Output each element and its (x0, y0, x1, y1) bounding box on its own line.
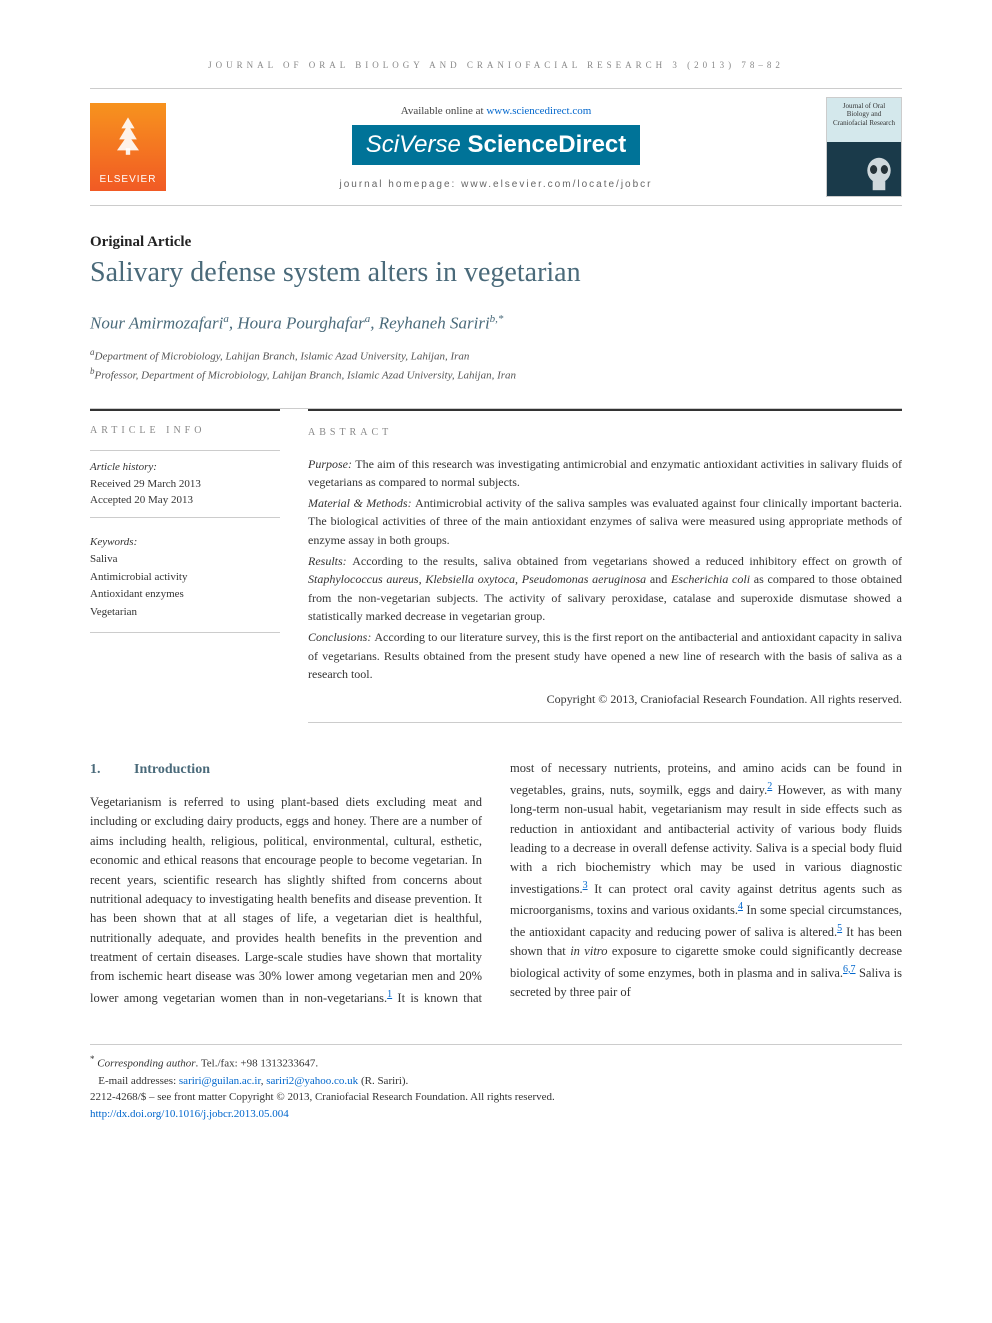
results-label: Results: (308, 554, 352, 568)
cover-title-1: Journal of Oral Biology and (831, 102, 897, 119)
issn-copyright: 2212-4268/$ – see front matter Copyright… (90, 1089, 902, 1106)
corr-label: Corresponding author (97, 1058, 195, 1070)
p1b: women than in non-vegetarians. (220, 991, 387, 1005)
author-2-mark: a (365, 313, 371, 325)
keywords-label: Keywords: (90, 534, 280, 552)
sciencedirect-logo: SciVerse ScienceDirect (178, 123, 814, 173)
methods-label: Material & Methods: (308, 496, 415, 510)
email-1[interactable]: sariri@guilan.ac.ir (179, 1075, 261, 1087)
doi-link[interactable]: http://dx.doi.org/10.1016/j.jobcr.2013.0… (90, 1108, 289, 1120)
available-online: Available online at www.sciencedirect.co… (178, 105, 814, 117)
intro-paragraph: Vegetarianism is referred to using plant… (90, 759, 902, 1008)
info-abstract-row: ARTICLE INFO Article history: Received 2… (90, 408, 902, 723)
sd-prefix: SciVerse (366, 131, 468, 158)
results-mid: and (646, 572, 671, 586)
author-1: Nour Amirmozafari (90, 314, 223, 333)
author-list: Nour Amirmozafaria, Houra Pourghafara, R… (90, 313, 902, 334)
keyword-3: Antioxidant enzymes (90, 588, 184, 600)
section-1-title: Introduction (134, 762, 210, 777)
keyword-2: Antimicrobial activity (90, 571, 187, 583)
email-2[interactable]: sariri2@yahoo.co.uk (266, 1075, 358, 1087)
publisher-name: ELSEVIER (100, 174, 157, 185)
email-line: E-mail addresses: sariri@guilan.ac.ir, s… (90, 1073, 902, 1090)
purpose-text: The aim of this research was investigati… (308, 457, 902, 490)
author-1-mark: a (223, 313, 229, 325)
masthead-center: Available online at www.sciencedirect.co… (178, 105, 814, 190)
species-ecoli: Escherichia coli (671, 572, 750, 586)
abstract: ABSTRACT Purpose: The aim of this resear… (308, 409, 902, 723)
keyword-4: Vegetarian (90, 606, 137, 618)
skull-icon (861, 156, 897, 192)
homepage-prefix: journal homepage: (339, 179, 461, 190)
affiliations: aDepartment of Microbiology, Lahijan Bra… (90, 346, 902, 384)
journal-homepage: journal homepage: www.elsevier.com/locat… (178, 179, 814, 190)
author-3-corr: * (498, 313, 504, 325)
article-body: 1.Introduction Vegetarianism is referred… (90, 759, 902, 1008)
conclusions-label: Conclusions: (308, 630, 374, 644)
corresponding-author: * Corresponding author. Tel./fax: +98 13… (90, 1053, 902, 1072)
sciencedirect-link[interactable]: www.sciencedirect.com (486, 105, 591, 117)
keyword-1: Saliva (90, 553, 118, 565)
invitro: in vitro (570, 944, 607, 958)
elsevier-tree-icon (106, 113, 150, 157)
email-label: E-mail addresses: (98, 1075, 179, 1087)
purpose-label: Purpose: (308, 457, 355, 471)
keywords-block: Keywords: Saliva Antimicrobial activity … (90, 534, 280, 633)
abstract-label: ABSTRACT (308, 425, 902, 441)
email-tail: (R. Sariri). (358, 1075, 408, 1087)
section-1-number: 1. (90, 759, 134, 781)
conclusions-text: According to our literature survey, this… (308, 630, 902, 681)
article-info-label: ARTICLE INFO (90, 425, 280, 436)
page-footer: * Corresponding author. Tel./fax: +98 13… (90, 1044, 902, 1122)
results-pre: According to the results, saliva obtaine… (352, 554, 902, 568)
article-history: Article history: Received 29 March 2013 … (90, 450, 280, 518)
publisher-logo: ELSEVIER (90, 103, 166, 191)
section-1-heading: 1.Introduction (90, 759, 482, 781)
history-label: Article history: (90, 461, 157, 473)
homepage-url: www.elsevier.com/locate/jobcr (461, 179, 652, 190)
journal-cover-thumbnail: Journal of Oral Biology and Craniofacial… (826, 97, 902, 197)
corr-contact: . Tel./fax: +98 1313233647. (196, 1058, 319, 1070)
running-head: JOURNAL OF ORAL BIOLOGY AND CRANIOFACIAL… (90, 60, 902, 70)
sd-name: ScienceDirect (468, 131, 627, 158)
affil-a: Department of Microbiology, Lahijan Bran… (95, 351, 470, 363)
available-prefix: Available online at (401, 105, 487, 117)
affil-b: Professor, Department of Microbiology, L… (95, 370, 517, 382)
masthead: ELSEVIER Available online at www.science… (90, 88, 902, 206)
p1d: However, as with many long-term non-usua… (510, 783, 902, 896)
author-3: Reyhaneh Sariri (379, 314, 490, 333)
corr-mark: * (90, 1054, 95, 1064)
species-list: Staphylococcus aureus, Klebsiella oxytoc… (308, 572, 646, 586)
article-type: Original Article (90, 234, 902, 251)
article-info: ARTICLE INFO Article history: Received 2… (90, 409, 280, 723)
p1a: Vegetarianism is referred to using plant… (90, 795, 482, 1005)
cover-title-2: Craniofacial Research (831, 119, 897, 127)
author-2: Houra Pourghafar (237, 314, 364, 333)
cite-ref-6-7[interactable]: 6,7 (843, 964, 856, 975)
accepted-date: Accepted 20 May 2013 (90, 494, 193, 506)
author-3-mark: b, (490, 313, 498, 325)
received-date: Received 29 March 2013 (90, 478, 201, 490)
article-title: Salivary defense system alters in vegeta… (90, 257, 902, 289)
abstract-copyright: Copyright © 2013, Craniofacial Research … (308, 690, 902, 709)
